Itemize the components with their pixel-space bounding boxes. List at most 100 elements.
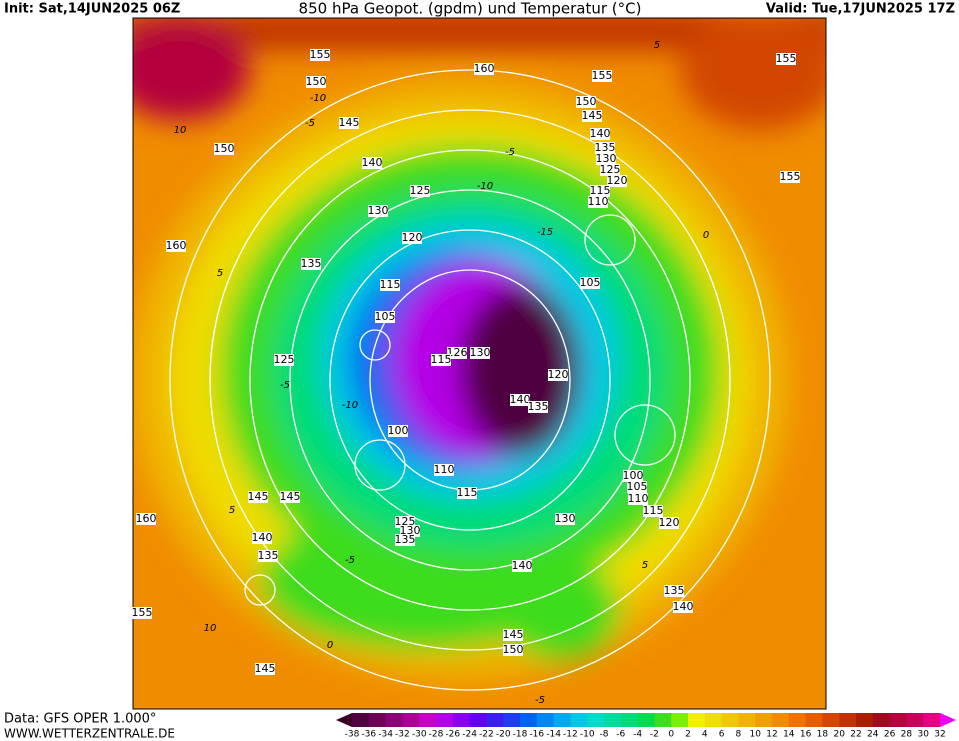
contour-label: 115 [431,353,452,366]
contour-label-text: 110 [628,492,649,505]
contour-label-bg [503,629,523,641]
isotherm-label: -15 [537,227,553,238]
contour-label: 150 [503,643,524,656]
contour-label: 135 [258,549,279,562]
colorbar-segment [368,713,387,727]
contour-label: 145 [255,662,276,675]
contour-label: 125 [410,184,431,197]
contour-label: 100 [388,424,409,437]
contour-label-text: 160 [474,62,495,75]
isotherm-label: -10 [342,400,358,411]
isotherm-label: 10 [204,623,217,634]
colorbar-tick-label: -34 [378,730,393,740]
isotherm-label: -5 [305,118,315,129]
colorbar-segment [402,713,420,727]
contour-label: 120 [548,368,569,381]
contour-label: 160 [136,512,157,525]
contour-label-text: 150 [503,643,524,656]
contour-label-bg [664,585,684,597]
contour-label: 135 [528,400,549,413]
contour-label-bg [590,128,610,140]
isotherm-label: 0 [327,640,333,651]
contour-label-bg [528,401,548,413]
colorbar-segment [923,713,941,727]
colorbar-segment [419,713,437,727]
contour-label-text: 155 [132,606,153,619]
colorbar-tick-label: -14 [546,730,561,740]
contour-label-text: 145 [248,490,269,503]
contour-label-text: 120 [607,174,628,187]
geopotential-contours [169,69,771,691]
contour-label-bg [132,607,152,619]
isotherm-label: -5 [280,380,290,391]
contour-label-bg [280,491,300,503]
contour-label-text: 130 [555,512,576,525]
contour-label-text: 145 [255,662,276,675]
contour-label-bg [673,601,693,613]
contour-label-text: 130 [470,346,491,359]
contour-label-bg [310,49,330,61]
isotherm-label: 10 [174,125,187,136]
colorbar-segment [704,713,723,727]
colorbar-tick-label: 6 [719,730,725,740]
contour-label: 145 [339,116,360,129]
contour-label-bg [600,164,620,176]
colorbar-segment [570,713,588,727]
contour-label-bg [255,663,275,675]
contour-label: 135 [395,533,416,546]
colorbar-segment [872,713,891,727]
isotherm-label: -5 [505,147,515,158]
contour-label: 145 [503,628,524,641]
isotherm-label: -10 [310,93,326,104]
colorbar-tick-label: 28 [901,730,913,740]
contour-label: 120 [607,174,628,187]
colorbar-tick-label: -4 [633,730,642,740]
isotherm-label: 0 [703,230,709,241]
contour-label: 135 [664,584,685,597]
contour-label-text: 115 [431,353,452,366]
contour-label-bg [306,76,326,88]
colorbar-tick-label: -10 [580,730,595,740]
colorbar-tick-label: -2 [650,730,659,740]
colorbar-tick-label: 30 [917,730,929,740]
colorbar-segment [822,713,840,727]
contour-label-bg [510,394,530,406]
contour-label: 140 [590,127,611,140]
contour-label-text: 135 [301,257,322,270]
contour-label: 130 [596,152,617,165]
map-field [133,18,826,709]
colorbar-segment [385,713,403,727]
contour-label: 160 [474,62,495,75]
contour-label-bg [659,517,679,529]
contour-label-text: 120 [548,368,569,381]
contour-label-bg [301,258,321,270]
contour-label-text: 115 [590,184,611,197]
contour-label-text: 120 [402,231,423,244]
contour-label: 155 [310,48,331,61]
colorbar-segment [738,713,756,727]
colorbar-segment [553,713,571,727]
colorbar-tick-label: 4 [702,730,708,740]
contour-label: 115 [380,278,401,291]
colorbar-segment [469,713,487,727]
contour-label: 125 [600,163,621,176]
contour-label: 130 [470,346,491,359]
contour-label-bg [643,505,663,517]
contour-label-text: 110 [588,195,609,208]
contour-label-text: 135 [664,584,685,597]
contour-label: 140 [673,600,694,613]
contour-label-bg [590,185,610,197]
colorbar-segment [688,713,706,727]
contour-label: 150 [576,95,597,108]
colorbar-tick-label: 22 [850,730,861,740]
contour-label: 110 [628,492,649,505]
contour-label-text: 125 [410,184,431,197]
contour-label-text: 140 [590,127,611,140]
contour-label-bg [339,117,359,129]
contour-label-bg [627,481,647,493]
contour-label-text: 130 [400,524,421,537]
contour-label-bg [447,347,467,359]
contour-label-text: 150 [214,142,235,155]
contour-label-text: 105 [375,310,396,323]
contour-label-text: 100 [623,469,644,482]
